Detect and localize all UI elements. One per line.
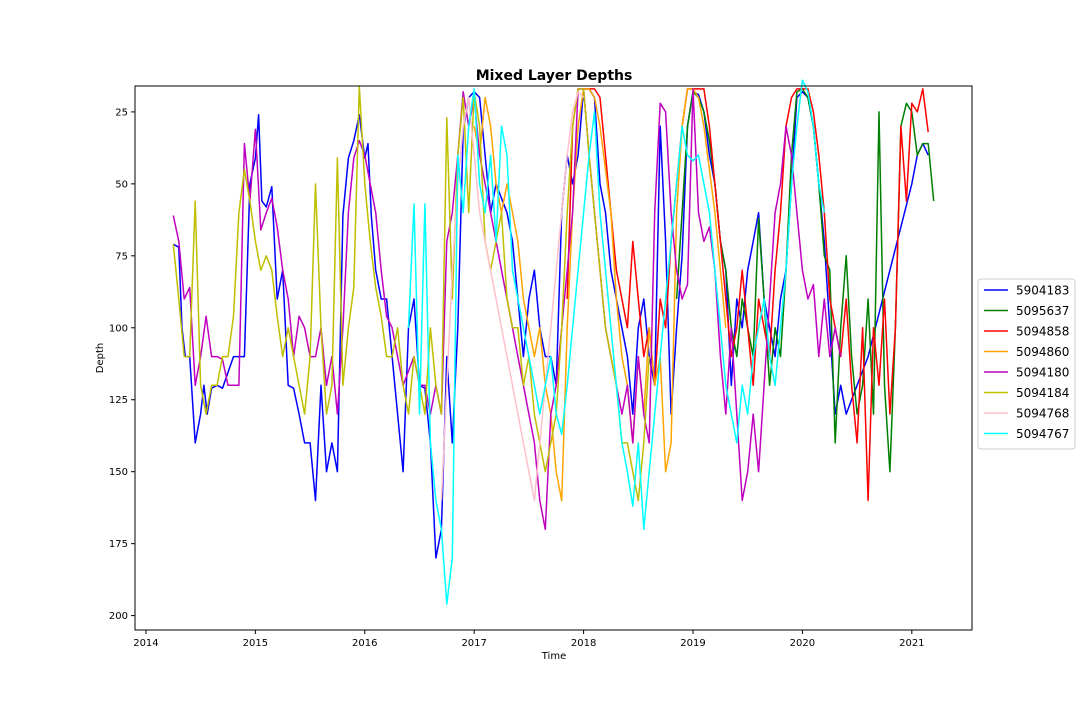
y-tick-label: 100 [109, 323, 128, 334]
x-tick-label: 2020 [790, 638, 815, 649]
x-tick-label: 2014 [133, 638, 158, 649]
x-tick-label: 2015 [243, 638, 268, 649]
legend-label-5094767: 5094767 [1016, 427, 1069, 441]
series-line-5094184 [172, 85, 650, 502]
y-tick-label: 25 [115, 107, 128, 118]
series-line-5094768 [440, 91, 585, 502]
legend-label-5094180: 5094180 [1016, 366, 1069, 380]
series-line-5094858 [566, 88, 929, 502]
plot-frame [134, 85, 973, 631]
y-tick-label: 200 [109, 611, 128, 622]
y-tick-label: 150 [109, 467, 128, 478]
x-tick-label: 2021 [899, 638, 924, 649]
y-tick-label: 75 [115, 251, 128, 262]
y-tick-label: 175 [109, 539, 128, 550]
legend-box [977, 278, 1076, 450]
x-axis-label: Time [541, 651, 566, 662]
series-line-5094860 [473, 88, 727, 502]
y-tick-label: 50 [115, 179, 128, 190]
x-tick-label: 2016 [352, 638, 377, 649]
x-tick-label: 2019 [680, 638, 705, 649]
x-tick-label: 2018 [571, 638, 596, 649]
legend-label-5094768: 5094768 [1016, 407, 1069, 421]
legend-label-5904183: 5904183 [1016, 284, 1069, 298]
legend-label-5094858: 5094858 [1016, 325, 1069, 339]
series-line-5094767 [407, 79, 826, 605]
x-axis: 2014 2015 2016 2017 2018 2019 2020 2021 [133, 630, 925, 649]
legend: 5904183 5095637 5094858 5094860 5094180 50941… [977, 278, 1076, 450]
y-tick-label: 125 [109, 395, 128, 406]
legend-label-5094184: 5094184 [1016, 386, 1069, 400]
plot-lines [172, 79, 935, 605]
legend-label-5094860: 5094860 [1016, 345, 1069, 359]
y-axis-label: Depth [95, 343, 106, 373]
chart-title: Mixed Layer Depths [476, 68, 633, 84]
legend-label-5095637: 5095637 [1016, 304, 1069, 318]
x-tick-label: 2017 [461, 638, 486, 649]
y-axis: 25 50 75 100 125 150 175 200 [109, 107, 135, 622]
